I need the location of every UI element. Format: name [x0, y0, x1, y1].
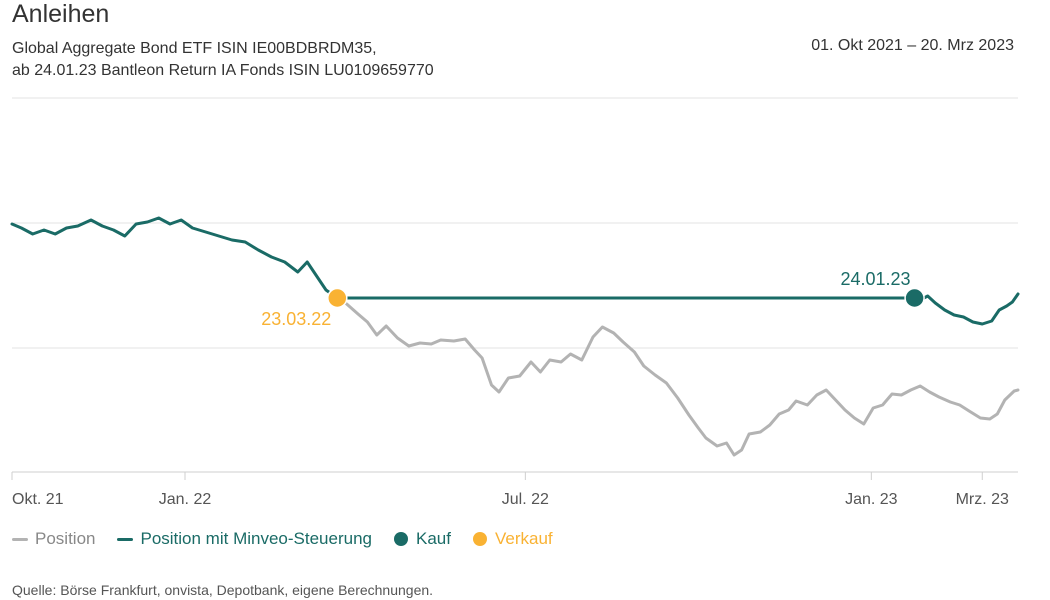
series-line-position	[335, 296, 1020, 457]
date-range: 01. Okt 2021 – 20. Mrz 2023	[811, 37, 1014, 54]
kauf-marker	[904, 287, 925, 309]
x-tick-label: Okt. 21	[12, 491, 64, 508]
legend-dot-swatch	[472, 532, 487, 546]
legend: Position Position mit Minveo-Steuerung K…	[12, 529, 575, 549]
x-tick-label: Jul. 22	[502, 491, 549, 508]
x-axis: Okt. 21 Jan. 22 Jul. 22 Jan. 23 Mrz. 23	[11, 472, 1009, 508]
legend-label: Position	[35, 529, 96, 548]
verkauf-label: 23.03.22	[261, 309, 331, 329]
legend-item-kauf[interactable]: Kauf	[394, 529, 451, 549]
verkauf-marker	[327, 287, 348, 309]
legend-item-steuerung[interactable]: Position mit Minveo-Steuerung	[117, 529, 372, 549]
series-lines	[10, 216, 1020, 457]
chart-subtitle-line2: ab 24.01.23 Bantleon Return IA Fonds ISI…	[12, 62, 434, 79]
grid-lines	[12, 97, 1018, 473]
kauf-label: 24.01.23	[841, 269, 911, 289]
legend-item-position[interactable]: Position	[12, 529, 95, 549]
chart-title: Anleihen	[12, 0, 110, 28]
series-line-steuerung	[10, 216, 1020, 326]
legend-item-verkauf[interactable]: Verkauf	[472, 529, 553, 549]
legend-dot-swatch	[394, 532, 408, 546]
line-chart: Okt. 21 Jan. 22 Jul. 22 Jan. 23 Mrz. 23 23.0…	[10, 97, 1020, 508]
x-tick-label: Jan. 23	[845, 491, 898, 508]
legend-line-swatch	[12, 537, 28, 541]
legend-label: Verkauf	[494, 529, 553, 548]
x-tick-label: Jan. 22	[159, 491, 212, 508]
legend-line-swatch	[117, 537, 134, 541]
trade-markers: 23.03.22 24.01.23	[261, 269, 925, 329]
legend-label: Kauf	[416, 529, 451, 548]
legend-label: Position mit Minveo-Steuerung	[140, 529, 372, 548]
chart-subtitle-line1: Global Aggregate Bond ETF ISIN IE00BDBRD…	[12, 40, 377, 57]
source-note: Quelle: Börse Frankfurt, onvista, Depotb…	[12, 582, 434, 598]
x-tick-label: Mrz. 23	[956, 491, 1009, 508]
